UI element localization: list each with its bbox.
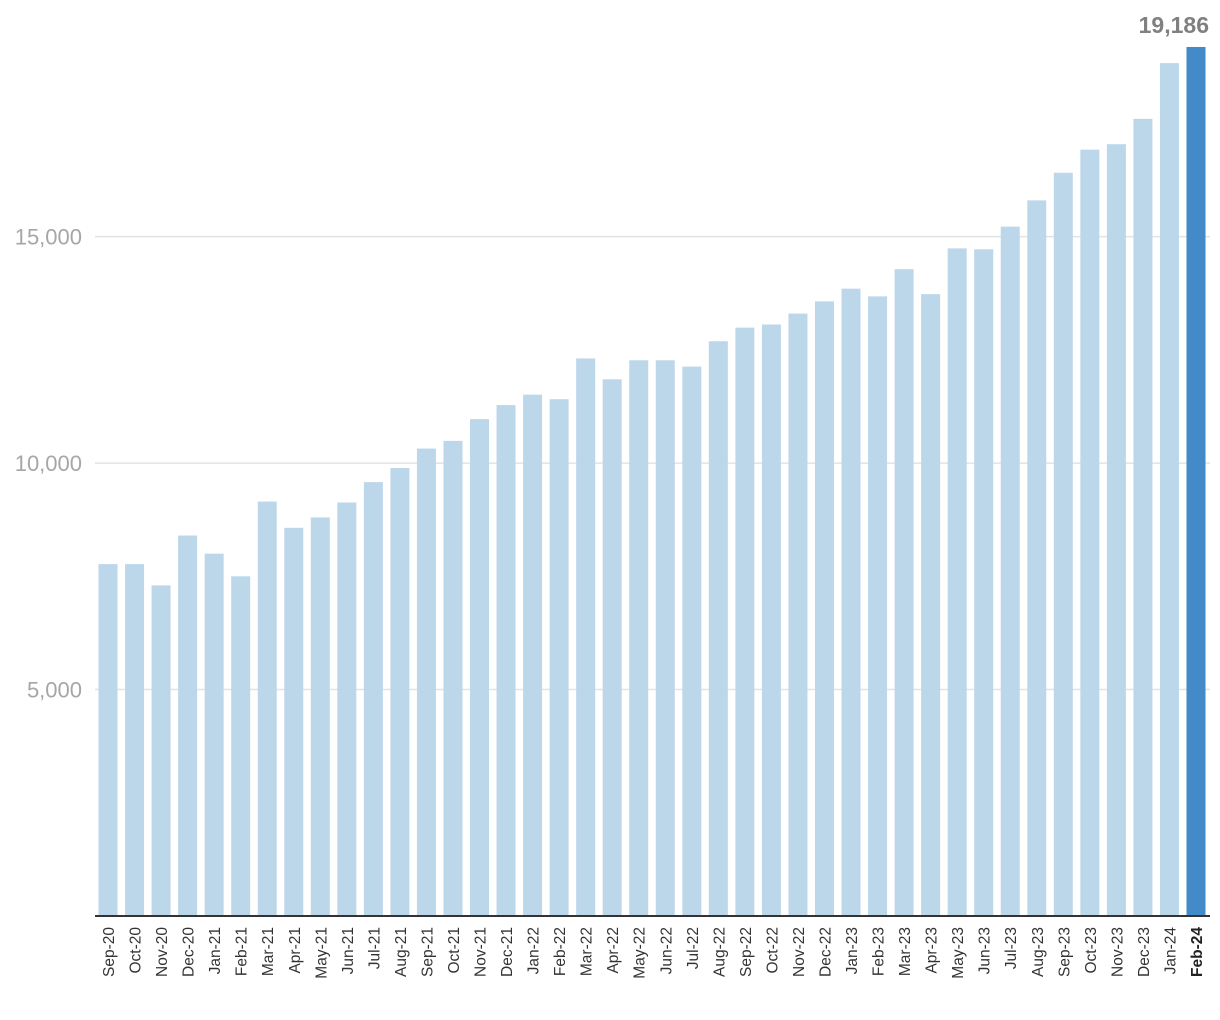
x-tick-label: Oct-21 (446, 927, 463, 974)
x-tick-label: Oct-22 (764, 927, 781, 974)
bar-may-23 (947, 248, 967, 917)
x-tick-label: Apr-23 (924, 927, 941, 974)
bar-layer (98, 47, 1206, 917)
bar-sep-23 (1053, 172, 1073, 916)
bar-nov-22 (788, 313, 808, 917)
x-tick-label: Dec-23 (1136, 927, 1153, 977)
bar-nov-21 (470, 419, 490, 916)
bar-jul-21 (363, 482, 383, 916)
x-tick-label: Aug-23 (1030, 927, 1047, 977)
x-tick-label: Dec-22 (817, 927, 834, 977)
x-tick-label: Feb-23 (871, 927, 888, 976)
bar-feb-22 (549, 399, 569, 917)
bar-dec-20 (178, 535, 198, 916)
x-tick-label: Nov-23 (1109, 927, 1126, 977)
bar-sep-22 (735, 327, 755, 916)
bar-jan-23 (841, 288, 861, 917)
x-tick-label: Sep-21 (419, 927, 436, 977)
x-tick-label: Sep-22 (738, 927, 755, 977)
bar-jul-23 (1000, 226, 1020, 916)
bar-may-21 (310, 517, 330, 916)
y-tick-label: 5,000 (27, 678, 82, 703)
x-tick-label: Dec-21 (499, 927, 516, 977)
bar-may-22 (629, 360, 649, 916)
x-tick-label: Nov-21 (473, 927, 490, 977)
bar-apr-22 (602, 379, 622, 916)
x-tick-label: Jan-22 (526, 927, 543, 974)
bar-jan-24 (1159, 63, 1179, 917)
bar-feb-23 (868, 296, 888, 916)
x-tick-label: Apr-21 (287, 927, 304, 974)
x-tick-label: Mar-21 (260, 927, 277, 976)
bar-jan-21 (204, 553, 224, 916)
x-tick-label: Jan-24 (1162, 927, 1179, 975)
x-tick-label: Nov-20 (154, 927, 171, 977)
grid-layer: 5,000 10,000 15,000 (15, 225, 1210, 703)
x-tick-label: Jul-21 (366, 927, 383, 969)
x-tick-label: Feb-24 (1189, 927, 1206, 977)
x-tick-label: Aug-21 (393, 927, 410, 977)
bar-mar-23 (894, 269, 914, 917)
x-tick-label: Nov-22 (791, 927, 808, 977)
x-tick-label: Jul-23 (1003, 927, 1020, 969)
bar-feb-24 (1186, 47, 1206, 916)
bar-aug-23 (1027, 200, 1047, 917)
bar-jan-22 (523, 394, 543, 916)
x-tick-label: Jan-21 (207, 927, 224, 974)
x-tick-label: Jul-22 (685, 927, 702, 969)
x-tick-label: Sep-23 (1056, 927, 1073, 977)
bar-dec-23 (1133, 118, 1153, 917)
x-tick-label: Jun-23 (977, 927, 994, 974)
bar-jun-21 (337, 502, 357, 916)
x-tick-label: Oct-23 (1083, 927, 1100, 974)
x-tick-label: Mar-23 (897, 927, 914, 976)
bar-aug-22 (708, 341, 728, 916)
data-label: 19,186 (1139, 12, 1209, 38)
x-tick-label: Jun-22 (658, 927, 675, 974)
bar-aug-21 (390, 468, 410, 916)
bar-oct-23 (1080, 149, 1100, 916)
bar-nov-20 (151, 585, 171, 916)
x-tick-label: Apr-22 (605, 927, 622, 974)
x-tick-label: Sep-20 (101, 927, 118, 977)
bar-dec-22 (814, 301, 834, 916)
x-tick-label: May-21 (313, 927, 330, 979)
x-tick-label: Jan-23 (844, 927, 861, 974)
bar-apr-21 (284, 527, 304, 916)
bar-mar-22 (576, 358, 596, 916)
bar-jun-22 (655, 360, 675, 916)
y-tick-label: 10,000 (15, 451, 82, 476)
bar-jun-23 (974, 249, 994, 916)
x-tick-label: Dec-20 (181, 927, 198, 977)
bar-oct-20 (125, 564, 145, 916)
bar-apr-23 (921, 294, 941, 916)
x-tick-label: Jun-21 (340, 927, 357, 974)
bar-feb-21 (231, 576, 251, 916)
bar-oct-22 (761, 324, 781, 916)
bar-sep-21 (416, 448, 436, 916)
x-tick-label: May-23 (950, 927, 967, 979)
x-tick-label: Oct-20 (128, 927, 145, 974)
x-tick-label: Mar-22 (579, 927, 596, 976)
bar-sep-20 (98, 564, 118, 916)
x-tick-label: May-22 (632, 927, 649, 979)
x-tick-label: Aug-22 (711, 927, 728, 977)
bar-mar-21 (257, 501, 277, 916)
bar-dec-21 (496, 405, 516, 916)
bar-jul-22 (682, 366, 702, 916)
y-tick-label: 15,000 (15, 225, 82, 250)
bar-oct-21 (443, 440, 463, 916)
label-layer: Sep-20 Oct-20 Nov-20 Dec-20 Jan-21 Feb-21 Mar-… (101, 12, 1209, 979)
x-tick-label: Feb-21 (234, 927, 251, 976)
x-tick-label: Feb-22 (552, 927, 569, 976)
bar-nov-23 (1106, 144, 1126, 917)
